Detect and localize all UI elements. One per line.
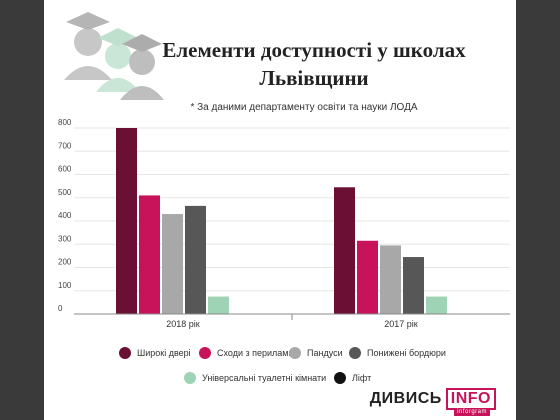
legend-swatch	[289, 347, 301, 359]
bar	[334, 187, 355, 314]
chart-title: Елементи доступності у школах Львівщини	[162, 38, 466, 90]
brand-info: INFO	[445, 388, 496, 410]
legend-item: Пандуси	[289, 347, 343, 359]
brand-logo: ДИВИСЬ INFO inforgram	[369, 388, 496, 416]
x-tick-label: 2018 рік	[166, 319, 200, 329]
bar	[380, 245, 401, 314]
legend-swatch	[334, 372, 346, 384]
legend-item: Ліфт	[334, 372, 371, 384]
bar	[185, 205, 206, 314]
y-tick-label: 500	[58, 188, 72, 197]
graduate-students-icon	[64, 12, 164, 100]
chart-subtitle: * За даними департаменту освіти та науки…	[190, 102, 418, 113]
legend-label: Ліфт	[352, 373, 372, 383]
legend-swatch	[119, 347, 131, 359]
legend-item: Понижені бордюри	[349, 347, 446, 359]
bar	[357, 240, 378, 314]
legend-label: Пандуси	[307, 348, 343, 358]
y-tick-label: 0	[58, 304, 63, 313]
y-tick-label: 100	[58, 281, 72, 290]
legend-swatch	[349, 347, 361, 359]
legend-item: Широкі двері	[119, 347, 191, 359]
legend-label: Сходи з перилами	[217, 348, 294, 358]
x-tick-label: 2017 рік	[384, 319, 418, 329]
infographic-card: Елементи доступності у школах Львівщини …	[44, 0, 516, 420]
bar	[162, 214, 183, 314]
brand-name: ДИВИСЬ	[369, 390, 442, 407]
legend-label: Понижені бордюри	[367, 348, 446, 358]
bar-chart: 0 100 200 300 400 500 600 700 800 2018 рік 2017 рі…	[58, 118, 510, 329]
y-tick-label: 800	[58, 118, 72, 127]
y-tick-label: 400	[58, 211, 72, 220]
y-tick-label: 300	[58, 234, 72, 243]
bar	[116, 128, 137, 314]
y-tick-label: 200	[58, 258, 72, 267]
bar	[139, 195, 160, 314]
bar	[403, 257, 424, 314]
bar	[208, 296, 229, 314]
legend-swatch	[199, 347, 211, 359]
y-tick-label: 700	[58, 141, 72, 150]
legend-item: Універсальні туалетні кімнати	[184, 372, 326, 384]
legend-label: Універсальні туалетні кімнати	[202, 373, 327, 383]
legend-swatch	[184, 372, 196, 384]
brand-sub: inforgram	[454, 408, 490, 416]
legend-label: Широкі двері	[137, 348, 191, 358]
bar	[426, 296, 447, 314]
y-tick-label: 600	[58, 165, 72, 174]
legend-item: Сходи з перилами	[199, 347, 294, 359]
